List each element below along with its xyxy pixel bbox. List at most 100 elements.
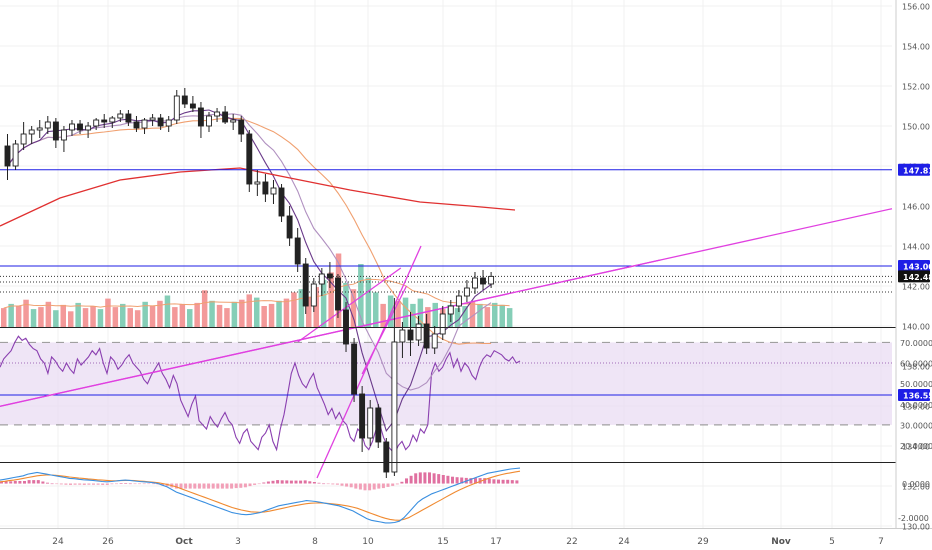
macd-histogram-bar [46, 482, 49, 484]
candle [294, 228, 301, 272]
macd-histogram-bar [128, 483, 132, 485]
volume-bar [291, 292, 297, 327]
price-label: 142.48 [898, 270, 932, 283]
price-axis: 156.00154.00152.00150.00148.00146.00144.… [902, 3, 930, 532]
macd-histogram-bar [138, 483, 142, 485]
candle [28, 126, 35, 144]
volume-bar [506, 308, 513, 327]
time-tick-label: 24 [52, 537, 64, 547]
macd-histogram-bar [119, 483, 123, 484]
macd-histogram-bar [358, 483, 362, 490]
candle [480, 270, 486, 290]
time-tick-label: 5 [829, 537, 835, 547]
macd-histogram-bar [188, 483, 192, 489]
macd-histogram-bar [92, 483, 95, 485]
macd-histogram-bar [289, 480, 293, 484]
candle-body [431, 333, 438, 349]
candle-body [455, 295, 462, 307]
candle-body [189, 103, 196, 109]
trendline-extended [0, 208, 893, 407]
candle-body [488, 275, 495, 285]
volume-bar [127, 308, 133, 327]
volume-bar [350, 289, 357, 327]
volume-bar [8, 303, 14, 327]
volume-bar [254, 297, 260, 327]
candle-body [77, 123, 83, 131]
candle-body [165, 119, 172, 127]
macd-histogram-bar [280, 480, 284, 484]
volume-bar [68, 311, 74, 328]
macd-histogram-bar [253, 483, 257, 485]
candle [117, 110, 124, 122]
macd-tick-label: -2.0000 [898, 514, 929, 523]
macd-histogram-bar [0, 481, 3, 484]
candle [222, 106, 229, 124]
candle [302, 258, 309, 314]
rsi-tick-label: 70.0000 [900, 339, 932, 348]
candle [93, 118, 100, 130]
candle [214, 108, 221, 122]
candle [44, 116, 51, 134]
macd-histogram-bar [487, 478, 491, 484]
volume-bar [75, 302, 81, 328]
candle-body [399, 329, 406, 343]
macd-histogram-bar [147, 483, 151, 485]
macd-histogram-bar [441, 475, 445, 484]
macd-histogram-bar [257, 483, 261, 485]
macd-histogram-bar [124, 483, 128, 484]
candle [4, 134, 11, 180]
candle-body [44, 121, 51, 129]
macd-histogram-bar [451, 476, 454, 484]
macd-histogram-bar [271, 480, 275, 484]
candle-body [415, 323, 422, 341]
volume-bar [120, 303, 126, 327]
macd-histogram-bar [59, 483, 63, 485]
macd-histogram-bar [184, 483, 188, 489]
volume-bar [387, 295, 394, 327]
macd-line [0, 467, 521, 524]
volume-bar [105, 298, 111, 327]
candle-body [141, 119, 148, 129]
time-tick-label: Oct [175, 537, 193, 547]
candle [351, 338, 358, 402]
macd-panel [0, 467, 521, 524]
price-tick-label: 130.00 [902, 523, 930, 532]
macd-histogram-bar [469, 478, 473, 484]
macd-histogram-bar [501, 479, 505, 484]
volume-bar [164, 295, 171, 327]
macd-histogram-bar [492, 479, 496, 484]
candle-body [181, 95, 188, 105]
volume-bar [82, 308, 89, 327]
volume-bar [149, 306, 156, 327]
candle-body [262, 181, 269, 195]
macd-histogram-bar [446, 475, 450, 484]
candle-body [326, 273, 333, 279]
macd-histogram-bar [317, 482, 321, 484]
time-tick-label: 24 [618, 537, 630, 547]
price-label-box [898, 260, 930, 272]
macd-histogram-bar [230, 483, 234, 489]
candle [286, 206, 293, 246]
volume-bar [313, 287, 319, 327]
candle-body [149, 117, 156, 121]
macd-histogram-bar [101, 483, 105, 485]
time-tick-label: Nov [771, 537, 791, 547]
macd-histogram-bar [69, 483, 72, 485]
price-label-box [898, 270, 930, 283]
volume-bar [216, 304, 223, 327]
candle-body [359, 393, 366, 439]
volume-bar [97, 309, 104, 327]
time-tick-label: 3 [235, 537, 241, 547]
macd-histogram-bar [377, 483, 381, 489]
macd-histogram-bar [335, 483, 339, 485]
candle [85, 122, 92, 138]
candle [463, 280, 470, 302]
price-tick-label: 142.00 [902, 283, 930, 292]
volume-bar [179, 303, 186, 327]
macd-histogram-bar [36, 480, 40, 484]
macd-histogram-bar [322, 483, 326, 485]
candle-body [335, 277, 341, 311]
volume-bar [30, 309, 37, 327]
